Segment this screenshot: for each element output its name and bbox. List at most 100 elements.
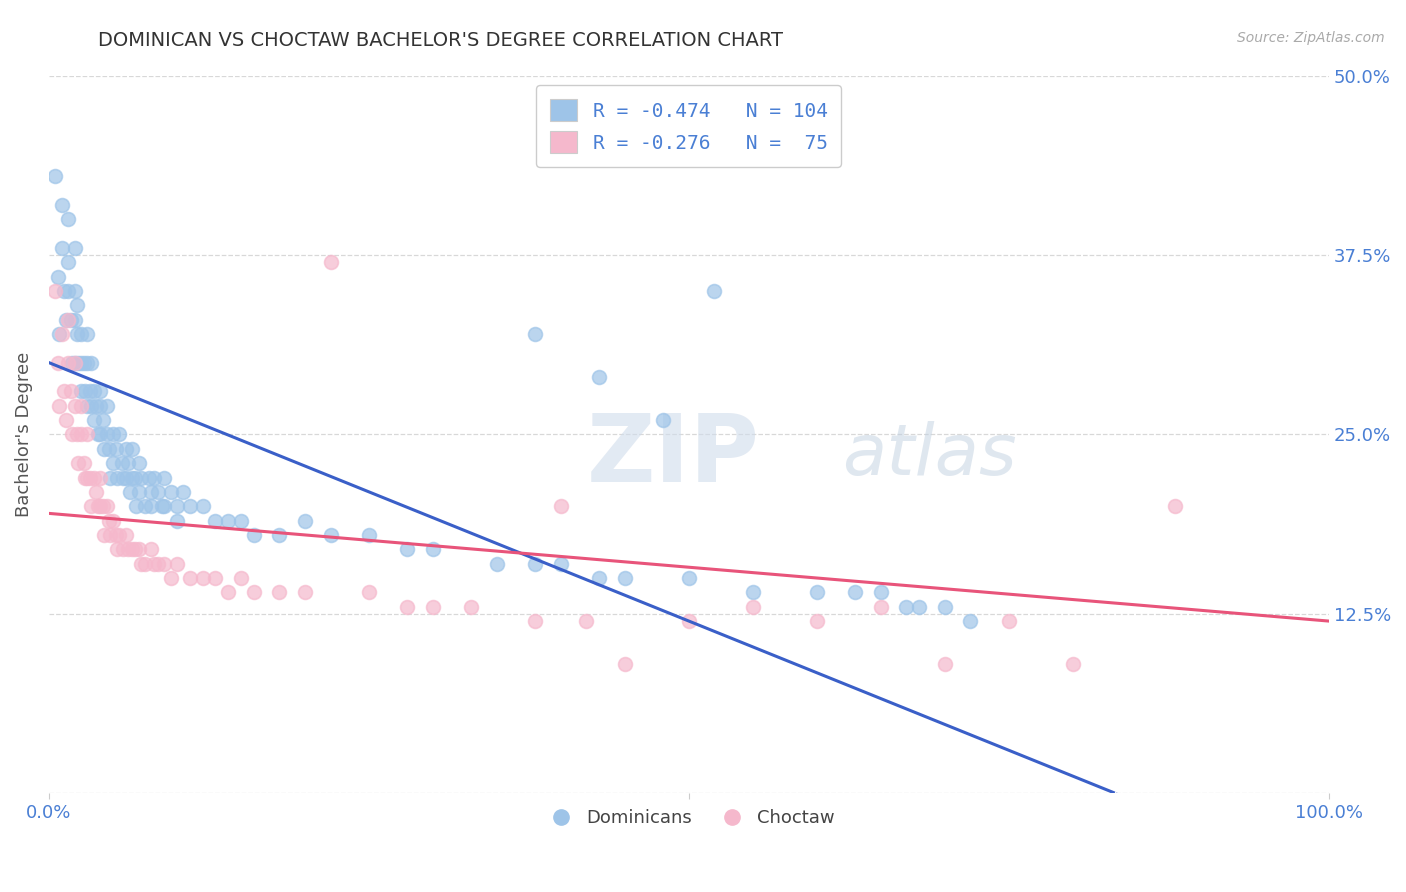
Point xyxy=(588,571,610,585)
Point xyxy=(100,528,122,542)
Text: Source: ZipAtlas.com: Source: ZipAtlas.com xyxy=(1237,31,1385,45)
Point xyxy=(129,557,152,571)
Point xyxy=(934,657,956,672)
Point xyxy=(485,557,508,571)
Point xyxy=(121,442,143,456)
Point xyxy=(934,599,956,614)
Point xyxy=(108,528,131,542)
Point xyxy=(124,542,146,557)
Point xyxy=(179,500,201,514)
Point xyxy=(896,599,918,614)
Point xyxy=(112,470,135,484)
Point xyxy=(51,326,73,341)
Point xyxy=(1164,500,1187,514)
Point xyxy=(46,356,69,370)
Point xyxy=(83,384,105,399)
Point xyxy=(204,571,226,585)
Point xyxy=(114,528,136,542)
Point xyxy=(741,585,763,599)
Point xyxy=(269,528,291,542)
Point xyxy=(98,514,121,528)
Point xyxy=(869,599,891,614)
Point xyxy=(150,500,173,514)
Point xyxy=(93,442,115,456)
Point xyxy=(108,427,131,442)
Point xyxy=(89,470,111,484)
Point xyxy=(96,500,118,514)
Point xyxy=(76,427,98,442)
Point xyxy=(114,442,136,456)
Point xyxy=(104,442,127,456)
Point xyxy=(89,500,111,514)
Point xyxy=(56,284,79,298)
Point xyxy=(63,312,86,326)
Point xyxy=(76,356,98,370)
Point xyxy=(63,356,86,370)
Point xyxy=(86,427,108,442)
Point xyxy=(146,557,169,571)
Point xyxy=(89,427,111,442)
Point xyxy=(100,470,122,484)
Point xyxy=(588,370,610,384)
Point xyxy=(575,614,598,628)
Point xyxy=(128,484,150,499)
Point xyxy=(141,542,163,557)
Point xyxy=(56,312,79,326)
Point xyxy=(134,500,156,514)
Point xyxy=(114,470,136,484)
Point xyxy=(59,312,82,326)
Point xyxy=(396,599,419,614)
Point xyxy=(204,514,226,528)
Point xyxy=(66,427,89,442)
Point xyxy=(70,399,93,413)
Point xyxy=(844,585,866,599)
Point xyxy=(76,326,98,341)
Point xyxy=(146,484,169,499)
Point xyxy=(550,557,572,571)
Point xyxy=(998,614,1021,628)
Point xyxy=(48,326,70,341)
Point xyxy=(72,456,94,470)
Point xyxy=(60,356,83,370)
Point xyxy=(48,399,70,413)
Point xyxy=(229,571,252,585)
Point xyxy=(153,557,176,571)
Point xyxy=(319,255,342,269)
Point xyxy=(153,500,176,514)
Point xyxy=(83,470,105,484)
Point xyxy=(44,169,66,183)
Legend: Dominicans, Choctaw: Dominicans, Choctaw xyxy=(536,802,842,835)
Point xyxy=(117,542,139,557)
Point xyxy=(229,514,252,528)
Point xyxy=(67,456,90,470)
Point xyxy=(53,284,76,298)
Point xyxy=(63,399,86,413)
Point xyxy=(55,312,77,326)
Point xyxy=(678,614,700,628)
Point xyxy=(129,470,152,484)
Text: atlas: atlas xyxy=(842,421,1017,491)
Y-axis label: Bachelor's Degree: Bachelor's Degree xyxy=(15,351,32,517)
Point xyxy=(141,500,163,514)
Point xyxy=(73,384,96,399)
Point xyxy=(55,413,77,427)
Point xyxy=(80,356,103,370)
Point xyxy=(613,571,636,585)
Point xyxy=(142,557,165,571)
Point xyxy=(46,269,69,284)
Point xyxy=(128,542,150,557)
Point xyxy=(96,399,118,413)
Point xyxy=(319,528,342,542)
Point xyxy=(460,599,482,614)
Point xyxy=(112,542,135,557)
Point xyxy=(80,500,103,514)
Point xyxy=(806,585,828,599)
Point xyxy=(63,284,86,298)
Point xyxy=(294,585,316,599)
Point xyxy=(70,427,93,442)
Point xyxy=(93,528,115,542)
Point xyxy=(111,456,134,470)
Point xyxy=(142,470,165,484)
Point xyxy=(124,470,146,484)
Point xyxy=(67,356,90,370)
